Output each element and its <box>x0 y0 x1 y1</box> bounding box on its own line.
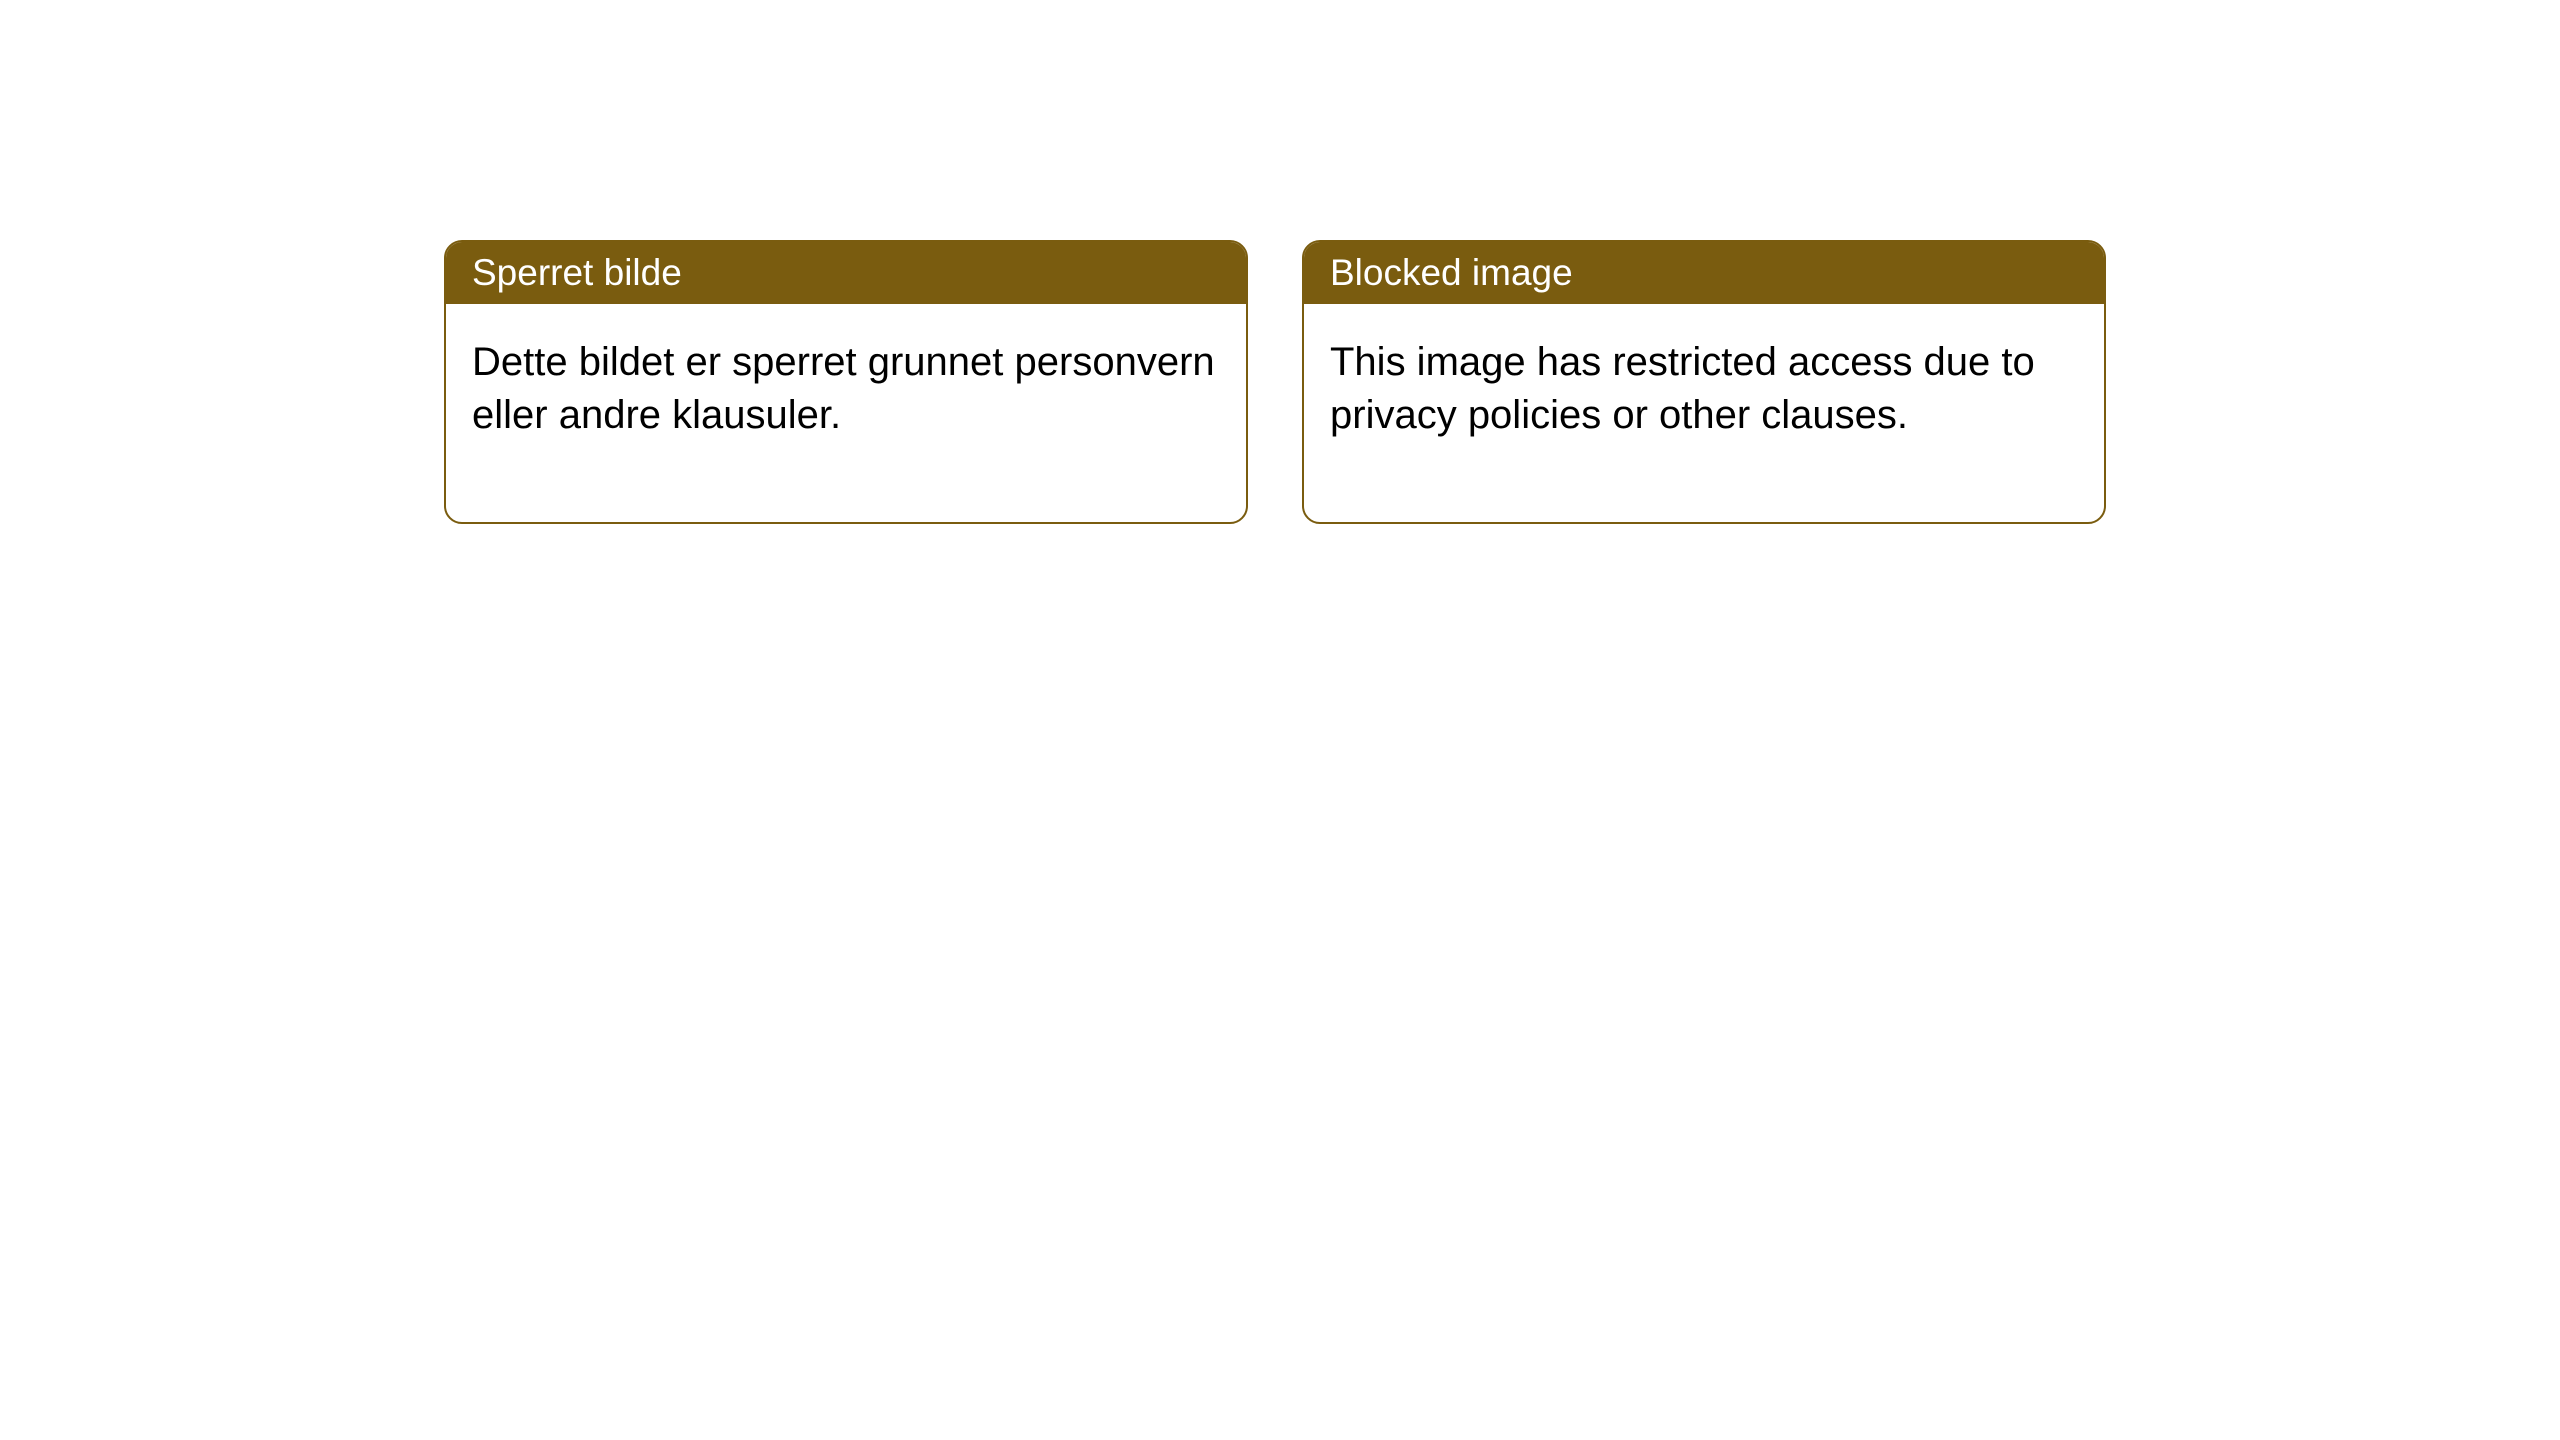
notice-container: Sperret bilde Dette bildet er sperret gr… <box>0 0 2560 524</box>
notice-header: Sperret bilde <box>446 242 1246 304</box>
notice-card-english: Blocked image This image has restricted … <box>1302 240 2106 524</box>
notice-body-text: This image has restricted access due to … <box>1330 340 2035 437</box>
notice-body-text: Dette bildet er sperret grunnet personve… <box>472 340 1215 437</box>
notice-body: This image has restricted access due to … <box>1304 304 2104 522</box>
notice-title: Blocked image <box>1330 252 1573 293</box>
notice-body: Dette bildet er sperret grunnet personve… <box>446 304 1246 522</box>
notice-card-norwegian: Sperret bilde Dette bildet er sperret gr… <box>444 240 1248 524</box>
notice-header: Blocked image <box>1304 242 2104 304</box>
notice-title: Sperret bilde <box>472 252 682 293</box>
